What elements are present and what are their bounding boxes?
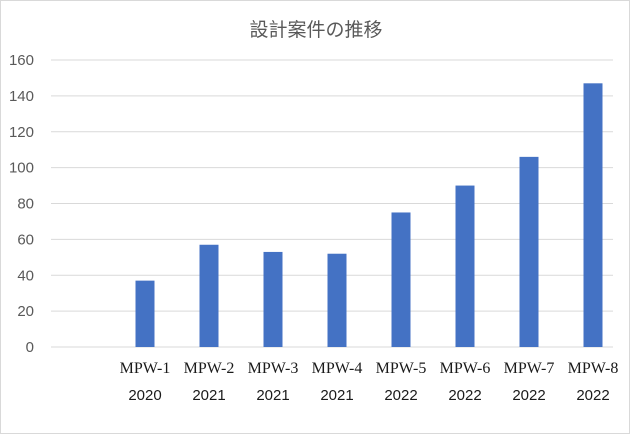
bar-mpw-2: [199, 244, 219, 347]
y-axis-ticks: 0 20 40 60 80 100 120 140 160: [9, 52, 34, 356]
bars: [135, 83, 603, 347]
chart-title: 設計案件の推移: [249, 19, 382, 41]
x-category-label: MPW-6: [440, 360, 491, 377]
y-tick-label: 160: [9, 52, 34, 69]
x-category-label: MPW-1: [120, 360, 171, 377]
x-axis-years: 2020 2021 2021 2021 2022 2022 2022 2022: [128, 387, 609, 404]
x-year-label: 2020: [128, 387, 161, 404]
x-category-label: MPW-8: [568, 360, 619, 377]
y-tick-label: 100: [9, 160, 34, 177]
x-category-label: MPW-5: [376, 360, 427, 377]
x-year-label: 2022: [512, 387, 545, 404]
y-tick-label: 60: [17, 231, 34, 248]
x-year-label: 2021: [256, 387, 289, 404]
bar-mpw-5: [391, 212, 411, 347]
x-year-label: 2022: [384, 387, 417, 404]
bar-mpw-8: [583, 83, 603, 347]
y-tick-label: 80: [17, 196, 34, 213]
x-category-label: MPW-4: [312, 360, 363, 377]
bar-mpw-4: [327, 253, 347, 347]
x-year-label: 2021: [192, 387, 225, 404]
y-tick-label: 140: [9, 88, 34, 105]
x-year-label: 2022: [448, 387, 481, 404]
x-year-label: 2022: [576, 387, 609, 404]
y-tick-label: 20: [17, 303, 34, 320]
bar-mpw-3: [263, 251, 283, 347]
y-tick-label: 40: [17, 267, 34, 284]
x-category-label: MPW-2: [184, 360, 235, 377]
bar-mpw-1: [135, 280, 155, 347]
x-category-label: MPW-3: [248, 360, 299, 377]
x-axis-categories: MPW-1 MPW-2 MPW-3 MPW-4 MPW-5 MPW-6 MPW-7 MPW-8: [120, 360, 619, 377]
y-tick-label: 120: [9, 124, 34, 141]
bar-mpw-7: [519, 156, 539, 347]
y-tick-label: 0: [26, 339, 34, 356]
bar-mpw-6: [455, 185, 475, 347]
x-category-label: MPW-7: [504, 360, 555, 377]
x-year-label: 2021: [320, 387, 353, 404]
